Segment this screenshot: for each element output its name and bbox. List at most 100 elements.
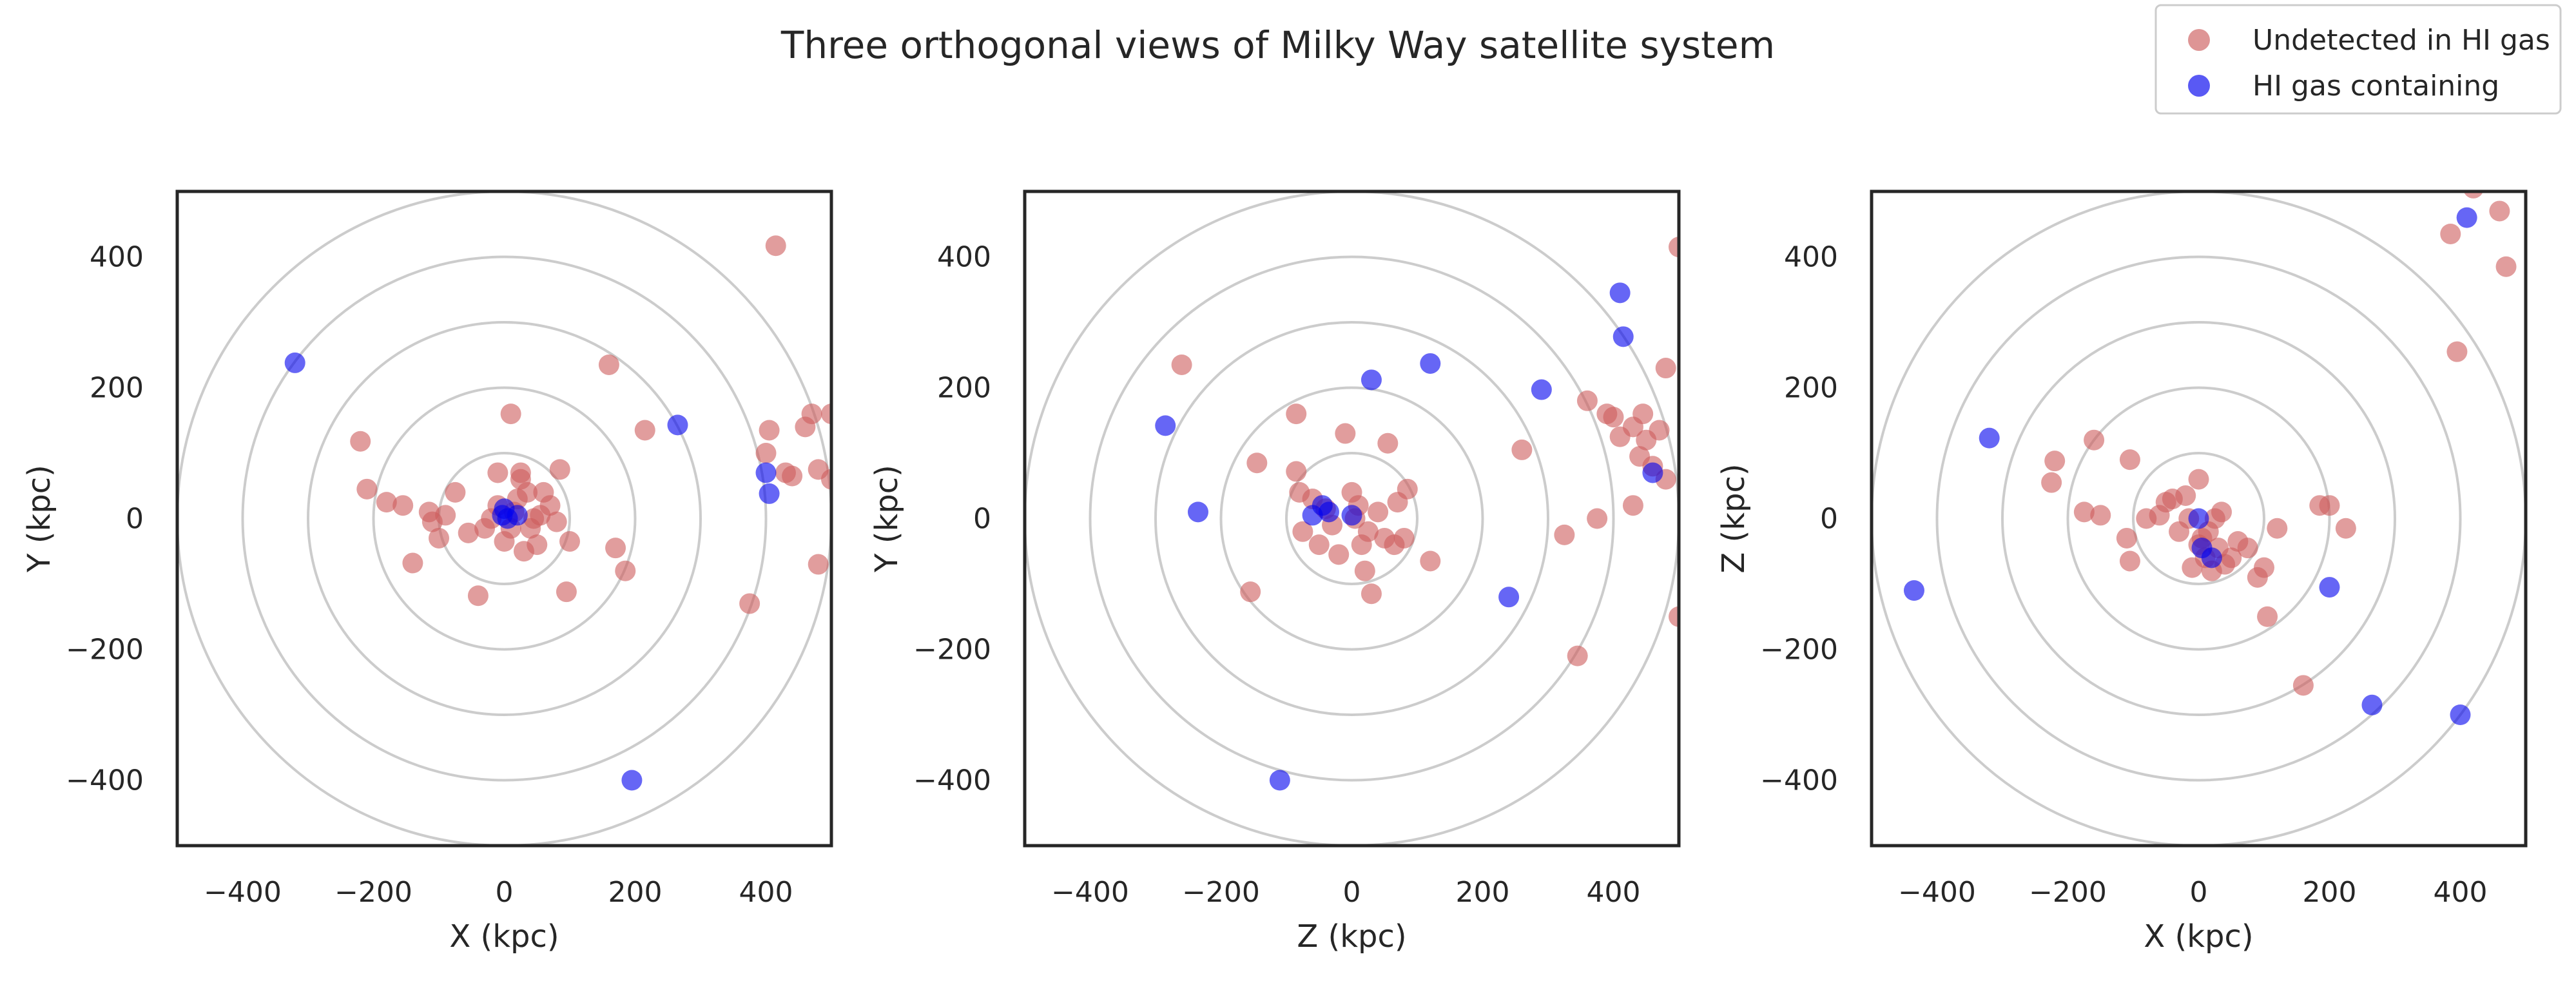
point-undetected [418,501,440,523]
point-undetected [549,459,570,480]
point-gas [667,414,688,436]
y-tick-label: 400 [90,241,144,274]
point-undetected [376,492,397,513]
x-tick-label: 400 [739,876,793,909]
point-undetected [2116,527,2137,549]
point-undetected [1669,606,1679,627]
y-tick-label: 200 [1784,372,1838,405]
point-undetected [2041,472,2062,493]
point-undetected [1655,358,1676,379]
plot-area [177,191,831,846]
range-ring-200 [2066,386,2331,651]
point-undetected [1554,524,1575,545]
point-undetected [2292,675,2314,696]
point-undetected [755,443,777,463]
point-undetected [2073,501,2095,523]
point-undetected [1377,432,1399,454]
point-gas [492,505,513,526]
point-undetected [2489,200,2510,222]
x-axis-label: X (kpc) [449,918,559,955]
point-undetected [1393,527,1415,549]
point-undetected [1286,461,1307,482]
point-gas [2450,704,2471,725]
point-undetected [1669,237,1679,258]
point-undetected [1246,452,1268,474]
point-undetected [487,462,508,483]
axes-frame [1023,189,1681,848]
point-undetected [1368,501,1389,523]
point-undetected [759,420,780,441]
x-tick-label: −400 [1898,876,1976,909]
point-undetected [2084,429,2105,451]
x-tick-label: 0 [496,876,514,909]
point-undetected [2254,557,2274,578]
point-gas [1903,580,1924,601]
legend-frame [2155,4,2562,115]
point-undetected [801,403,822,425]
legend: Undetected in HI gas HI gas containing [2155,4,2562,115]
point-undetected [527,534,548,556]
legend-marker-undetected [2188,29,2210,51]
axes-frame [1870,189,2528,848]
point-undetected [1354,560,1375,581]
point-gas [1420,353,1441,374]
point-undetected [539,495,561,516]
point-undetected [1357,521,1379,542]
point-gas [1979,427,2000,449]
point-undetected [2446,341,2468,362]
point-undetected [2119,449,2140,471]
x-tick-label: 200 [608,876,663,909]
point-undetected [1649,420,1670,441]
y-axis-label: Y (kpc) [869,465,905,573]
point-gas [1612,326,1634,347]
point-undetected [739,593,760,614]
x-axis-label: Z (kpc) [1297,918,1406,955]
point-undetected [2319,495,2340,516]
x-tick-label: −200 [1182,876,1260,909]
point-undetected [1567,645,1588,666]
y-tick-label: 200 [937,372,991,405]
x-tick-label: 400 [1587,876,1641,909]
point-undetected [1308,534,1330,556]
x-tick-label: −400 [204,876,282,909]
range-ring-300 [307,321,702,716]
panel-1: −400 −400 −200 −200 0 0 200 200 400 400 X (kpc) Y (… [21,189,833,955]
point-gas [284,352,305,373]
y-tick-label: 400 [1784,241,1838,274]
point-gas [1155,415,1176,436]
point-undetected [1397,478,1418,500]
point-undetected [1632,403,1654,425]
point-undetected [2335,518,2356,539]
point-gas [507,505,528,526]
point-undetected [2257,606,2278,627]
range-ring-300 [1154,321,1549,716]
panel-3: −400 −400 −200 −200 0 0 200 200 400 400 X (kpc) Z (… [1716,189,2528,955]
range-ring-200 [372,386,637,651]
point-gas [2188,508,2209,529]
panels: −400 −400 −200 −200 0 0 200 200 400 400 X (kpc) Y (… [21,189,2528,955]
point-undetected [1622,495,1643,516]
x-tick-label: 200 [1456,876,1510,909]
point-gas [1642,462,1663,483]
point-undetected [2188,469,2209,490]
point-undetected [435,505,456,526]
x-tick-label: 200 [2303,876,2357,909]
axes-frame [175,189,833,848]
figure-title: Three orthogonal views of Milky Way sate… [780,23,1775,67]
point-undetected [808,554,829,575]
y-tick-label: 0 [973,503,991,536]
point-undetected [2119,550,2140,572]
x-tick-label: 400 [2434,876,2488,909]
point-undetected [634,420,655,441]
point-undetected [1335,423,1356,444]
legend-label-undetected: Undetected in HI gas [2252,24,2550,57]
point-gas [1361,369,1382,391]
point-undetected [615,560,636,581]
panel-2: −400 −400 −200 −200 0 0 200 200 400 400 Z (kpc) Y (… [869,189,1681,955]
y-tick-label: 0 [1820,503,1838,536]
point-undetected [2493,191,2500,192]
y-axis-label: Y (kpc) [21,465,57,573]
range-ring-400 [1089,255,1615,782]
point-undetected [2090,505,2111,526]
